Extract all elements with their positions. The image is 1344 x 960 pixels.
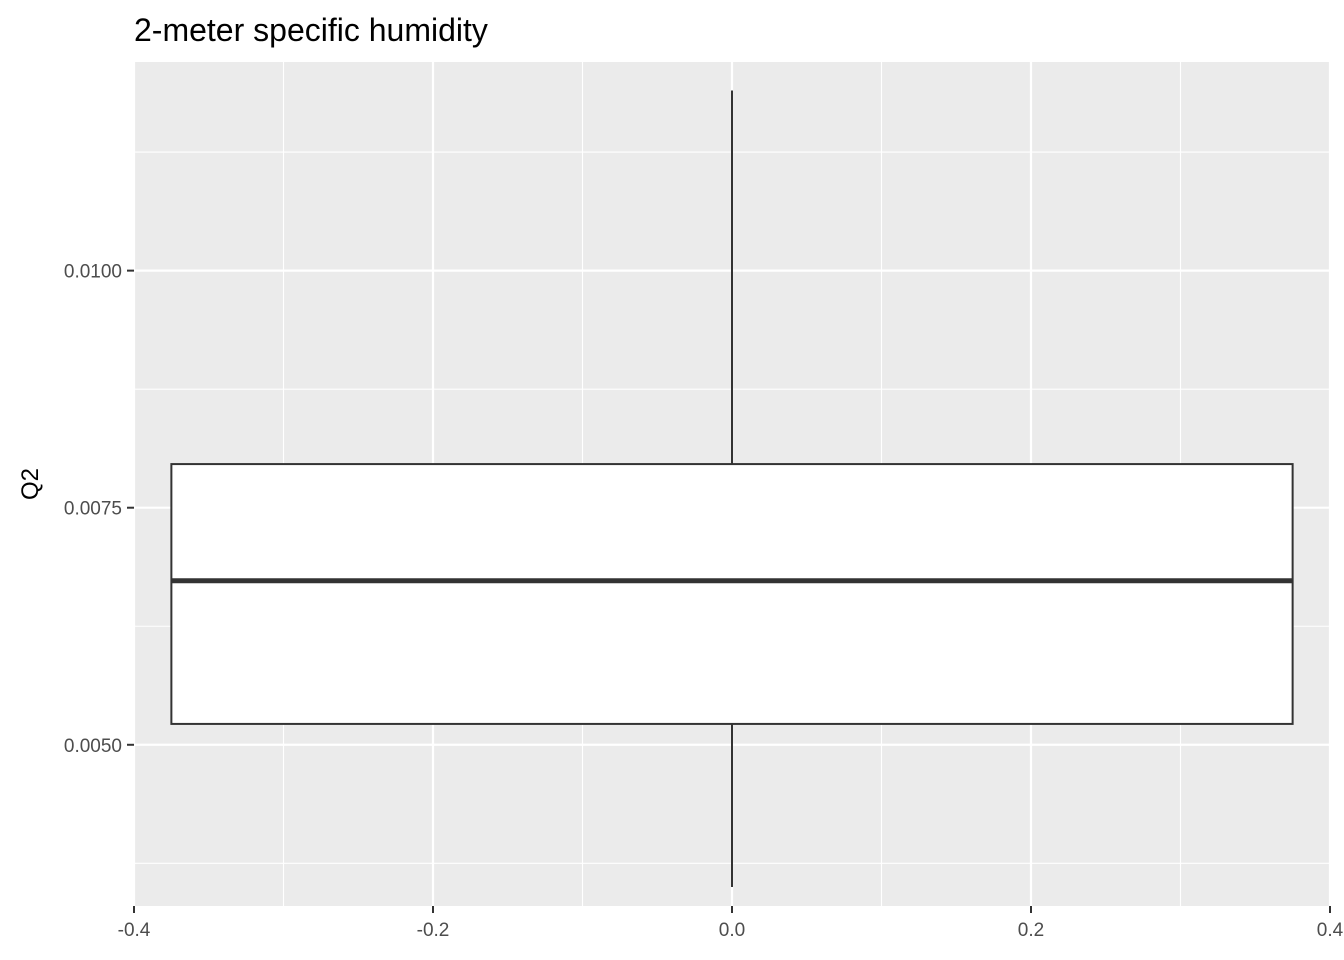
- boxplot: [170, 90, 1294, 888]
- x-tick-label: -0.2: [417, 920, 450, 941]
- x-tick-label: 0.0: [719, 920, 745, 941]
- y-axis-label: Q2: [17, 468, 44, 500]
- chart-title: 2-meter specific humidity: [134, 12, 488, 48]
- x-tick-label: 0.2: [1018, 920, 1044, 941]
- box-iqr: [170, 463, 1294, 725]
- y-tick-label: 0.0075: [64, 499, 122, 520]
- x-tick-label: -0.4: [118, 920, 151, 941]
- x-axis: -0.4 -0.2 0.0 0.2 0.4: [118, 906, 1344, 941]
- y-tick-label: 0.0100: [64, 262, 122, 283]
- x-tick-label: 0.4: [1317, 920, 1344, 941]
- y-axis: 0.0050 0.0075 0.0100: [64, 262, 134, 757]
- y-tick-label: 0.0050: [64, 736, 122, 757]
